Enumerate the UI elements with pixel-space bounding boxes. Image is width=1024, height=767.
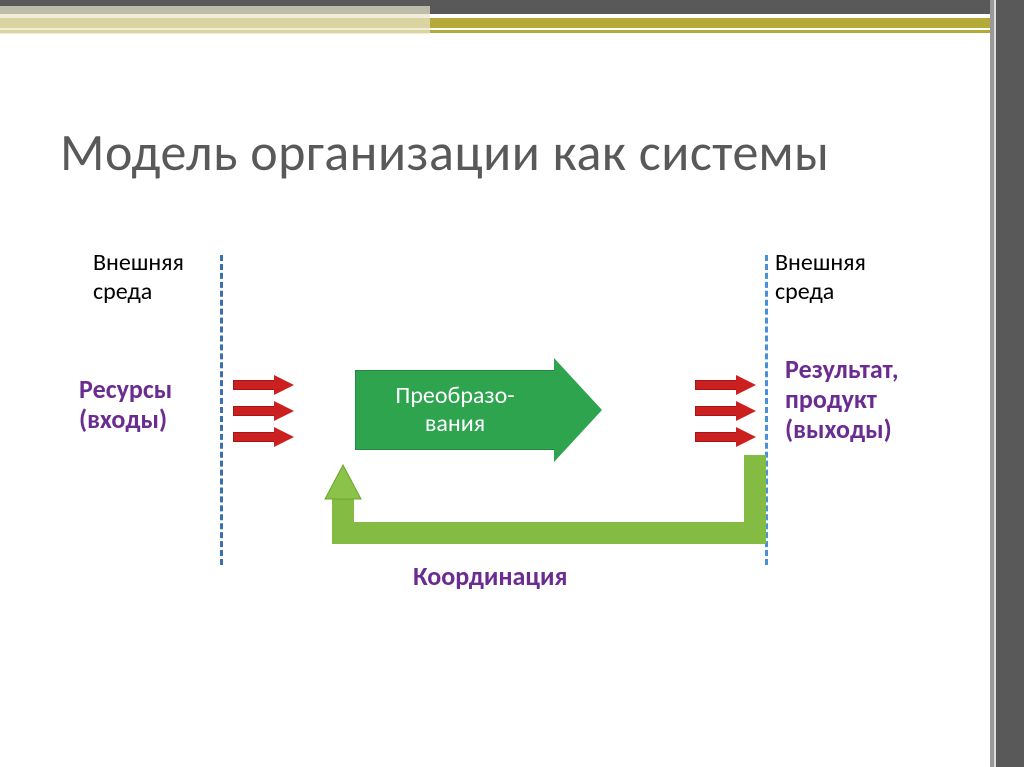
coord-label: Координация [413, 560, 567, 592]
slide-top-border [0, 0, 1024, 20]
slide-right-border [996, 0, 1024, 767]
system-model-diagram: Внешняясреда Внешняясреда Ресурсы(входы)… [85, 255, 935, 635]
slide-title: Модель организации как системы [60, 120, 829, 184]
